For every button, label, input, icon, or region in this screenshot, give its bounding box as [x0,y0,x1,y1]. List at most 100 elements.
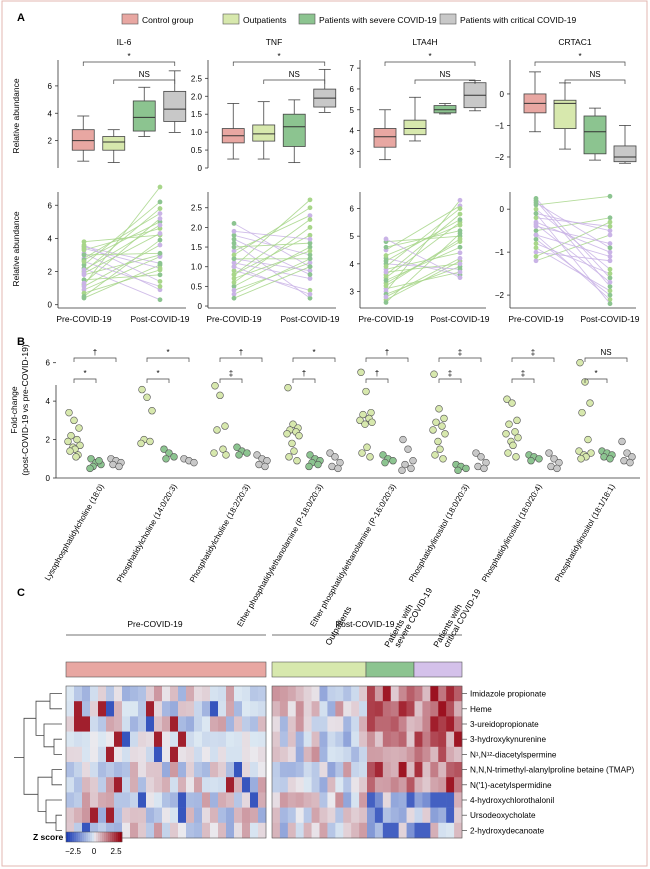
heatmap-cell [122,716,131,732]
point-critical [398,466,406,475]
pre-header: Pre-COVID-19 [127,619,183,629]
row-label: N(′1)-acetylspermidine [470,781,552,790]
heatmap-cell [114,822,123,839]
pair-point-post [307,287,313,293]
y-tick-label: 0 [500,90,505,99]
zscore-gradient-step [118,832,121,842]
heatmap-cell [319,807,328,824]
dendrogram-branch [45,799,62,824]
heatmap-cell [311,701,320,717]
point-outpatient [359,410,367,419]
legend-label: Outpatients [243,15,286,25]
heatmap-cell [359,716,368,732]
heatmap-cell [186,731,195,748]
heatmap-cell [82,762,91,778]
heatmap-cell [367,746,376,763]
heatmap-cell [343,792,352,808]
pair-point-post [457,275,463,281]
pair-line [233,230,311,240]
pair-line [83,234,161,243]
heatmap-cell [226,777,235,793]
y-tick-label: 0 [198,164,203,173]
point-outpatient [148,407,156,415]
heatmap-cell [106,716,115,732]
heatmap-cell [446,762,455,778]
heatmap-cell [438,777,447,793]
post-header: Post-COVID-19 [335,619,394,629]
heatmap-cell [194,716,203,732]
heatmap-cell [130,746,139,763]
heatmap-cell [202,701,211,717]
zscore-gradient-step [110,832,113,842]
pair-point-pre [231,228,237,234]
pair-point-pre [231,276,237,281]
heatmap-cell [90,701,99,717]
heatmap-cell [295,807,304,824]
point-critical [253,451,261,459]
heatmap-cell [90,762,99,778]
zscore-gradient-step [76,832,79,842]
heatmap-cell [74,792,83,808]
heatmap-cell [106,731,115,748]
point-critical [477,453,485,461]
point-outpatient [221,422,229,430]
point-outpatient [503,395,511,403]
heatmap-cell [242,792,251,808]
heatmap-cell [359,792,368,808]
heatmap-cell [82,822,91,839]
group-bar-severe [365,661,415,678]
heatmap-cell [98,716,107,732]
pair-line [385,213,461,276]
heatmap-cell [430,762,439,778]
sig-bracket-inner [73,378,97,383]
point-severe [606,455,614,463]
sig-top: NS [600,348,611,357]
heatmap-cell [98,807,107,824]
heatmap-cell [82,746,91,763]
sig-bracket-inner [365,378,389,383]
box-panel-title: TNF [266,37,283,47]
heatmap-cell [446,731,455,748]
point-severe [314,460,322,469]
heatmap-cell [218,792,227,808]
heatmap-cell [114,762,123,778]
heatmap-cell [390,777,399,793]
heatmap-cell [170,822,179,839]
sig-bracket-inner [219,378,243,383]
heatmap-cell [287,716,297,732]
heatmap-cell [242,731,251,748]
legend-swatch [298,13,316,25]
box [132,100,156,132]
legend-label: Patients with severe COVID-19 [319,15,437,25]
point-critical [618,437,626,446]
heatmap-cell [422,807,431,824]
pair-point-pre [81,284,87,289]
heatmap-cell [319,746,328,763]
heatmap-cell [154,792,163,808]
sig-inner: * [594,369,597,378]
heatmap-cell [327,792,336,808]
zscore-gradient-step [108,832,111,842]
heatmap-cell [138,686,147,702]
box [373,128,397,148]
heatmap-cell [194,792,203,808]
category-label: Phosphatidylinositol (18:0/20:3) [407,482,471,583]
heatmap-cell [430,822,439,839]
heatmap-cell [114,701,123,717]
zscore-gradient-step [80,832,83,842]
heatmap-cell [258,716,267,732]
point-outpatient [431,451,439,459]
heatmap-cell [218,716,227,732]
heatmap-cell [398,777,407,793]
heatmap-cell [162,716,171,732]
heatmap-cell [90,746,99,763]
pair-point-pre [533,200,539,206]
pair-point-pre [81,259,87,264]
heatmap-cell [98,701,107,717]
heatmap-cell [343,822,352,839]
pair-point-post [157,279,163,284]
point-outpatient [358,449,366,457]
point-severe [87,455,95,463]
heatmap-cell [422,731,431,748]
point-outpatient [512,453,520,461]
